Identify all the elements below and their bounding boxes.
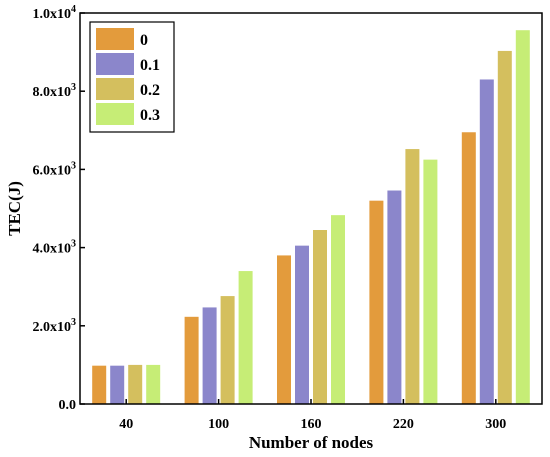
bar-220-series-0.3: [423, 159, 438, 404]
legend-label: 0.1: [140, 57, 160, 74]
legend-label: 0.3: [140, 107, 160, 124]
legend-swatch-0.2: [96, 78, 134, 100]
bar-300-series-0.3: [515, 30, 530, 404]
legend: 0 0.1 0.2 0.3: [89, 21, 175, 133]
x-tick-label: 220: [393, 417, 414, 432]
bar-100-series-0.3: [238, 271, 253, 404]
bars-group: [92, 30, 530, 404]
y-tick-label: 0.0: [59, 398, 77, 413]
legend-label: 0: [140, 32, 148, 49]
y-tick-label: 6.0x103: [33, 160, 77, 178]
bar-40-series-0: [92, 365, 107, 404]
bar-300-series-0: [461, 132, 476, 404]
y-tick-label: 2.0x103: [33, 317, 77, 335]
x-tick-label: 100: [208, 417, 229, 432]
bar-40-series-0.1: [110, 365, 125, 404]
x-tick-label: 160: [301, 417, 322, 432]
legend-label: 0.2: [140, 82, 160, 99]
legend-swatch-0.3: [96, 103, 134, 125]
legend-swatch-0: [96, 28, 134, 50]
bar-100-series-0.2: [220, 296, 235, 404]
x-tick-label: 40: [119, 417, 133, 432]
x-tick-label: 300: [485, 417, 506, 432]
bar-100-series-0: [184, 316, 199, 404]
bar-40-series-0.3: [146, 364, 161, 404]
y-tick-label: 1.0x104: [33, 4, 77, 22]
y-axis-title: TEC(J): [5, 181, 24, 236]
y-axis: 0.0 2.0x103 4.0x103 6.0x103 8.0x103 1.0x104: [33, 4, 85, 413]
bar-40-series-0.2: [128, 364, 143, 404]
bar-300-series-0.2: [497, 50, 512, 404]
y-tick-label: 8.0x103: [33, 82, 77, 100]
legend-swatch-0.1: [96, 53, 134, 75]
bar-220-series-0.1: [387, 190, 402, 404]
bar-160-series-0.2: [313, 230, 327, 404]
bar-220-series-0.2: [405, 149, 420, 404]
x-axis: 40 100 160 220 300: [119, 399, 506, 432]
bar-100-series-0.1: [202, 307, 217, 404]
bar-160-series-0: [277, 255, 291, 404]
bar-220-series-0: [369, 200, 384, 404]
bar-160-series-0.3: [331, 215, 345, 404]
bar-160-series-0.1: [295, 245, 309, 404]
y-tick-label: 4.0x103: [33, 239, 77, 257]
bar-300-series-0.1: [479, 79, 494, 404]
x-axis-title: Number of nodes: [249, 433, 374, 452]
